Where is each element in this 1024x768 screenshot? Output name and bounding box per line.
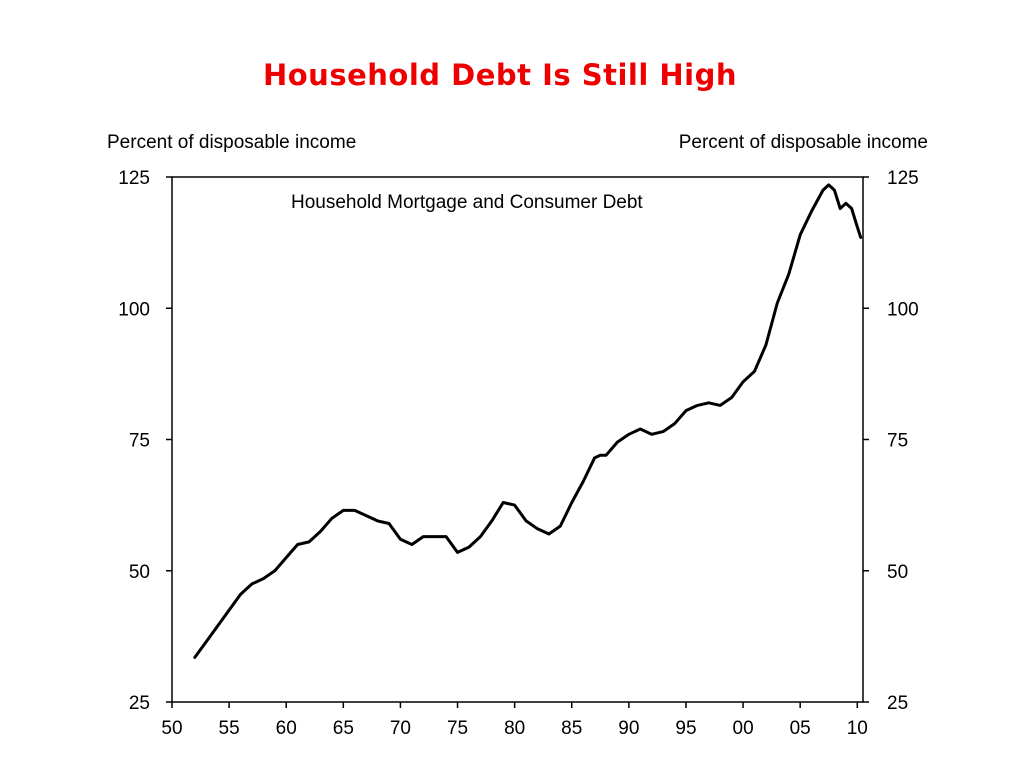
x-tick-label: 85 xyxy=(561,718,582,739)
x-tick-label: 70 xyxy=(390,718,411,739)
series-line xyxy=(193,183,863,659)
y-tick-label-left: 125 xyxy=(118,168,150,189)
series-label: Household Mortgage and Consumer Debt xyxy=(291,192,643,213)
x-tick-label: 65 xyxy=(333,718,354,739)
x-tick-label: 55 xyxy=(219,718,240,739)
left-axis-title: Percent of disposable income xyxy=(107,132,356,153)
y-tick-label-right: 50 xyxy=(887,562,908,583)
x-tick-label: 10 xyxy=(847,718,868,739)
y-tick-label-right: 100 xyxy=(887,299,919,320)
y-tick-label-right: 25 xyxy=(887,693,908,714)
y-tick-label-left: 75 xyxy=(129,431,150,452)
x-tick-label: 05 xyxy=(790,718,811,739)
plot-frame xyxy=(171,176,864,703)
x-tick-label: 00 xyxy=(733,718,754,739)
y-tick-label-left: 25 xyxy=(129,693,150,714)
series-layer xyxy=(193,183,863,659)
y-tick-label-left: 100 xyxy=(118,299,150,320)
ticks-layer xyxy=(166,176,869,708)
y-tick-label-left: 50 xyxy=(129,562,150,583)
x-tick-label: 60 xyxy=(276,718,297,739)
x-tick-label: 90 xyxy=(618,718,639,739)
slide-title: Household Debt Is Still High xyxy=(262,58,738,92)
y-tick-label-right: 125 xyxy=(887,168,919,189)
y-tick-label-right: 75 xyxy=(887,431,908,452)
x-tick-label: 50 xyxy=(161,718,182,739)
x-tick-label: 80 xyxy=(504,718,525,739)
x-tick-label: 95 xyxy=(675,718,696,739)
x-tick-label: 75 xyxy=(447,718,468,739)
labels-layer: 25 25 50 50 75 75 100 100 125 125 50 55 60 65 70 75 80 85… xyxy=(118,168,918,739)
right-axis-title: Percent of disposable income xyxy=(679,132,928,153)
plot-border xyxy=(171,176,864,703)
